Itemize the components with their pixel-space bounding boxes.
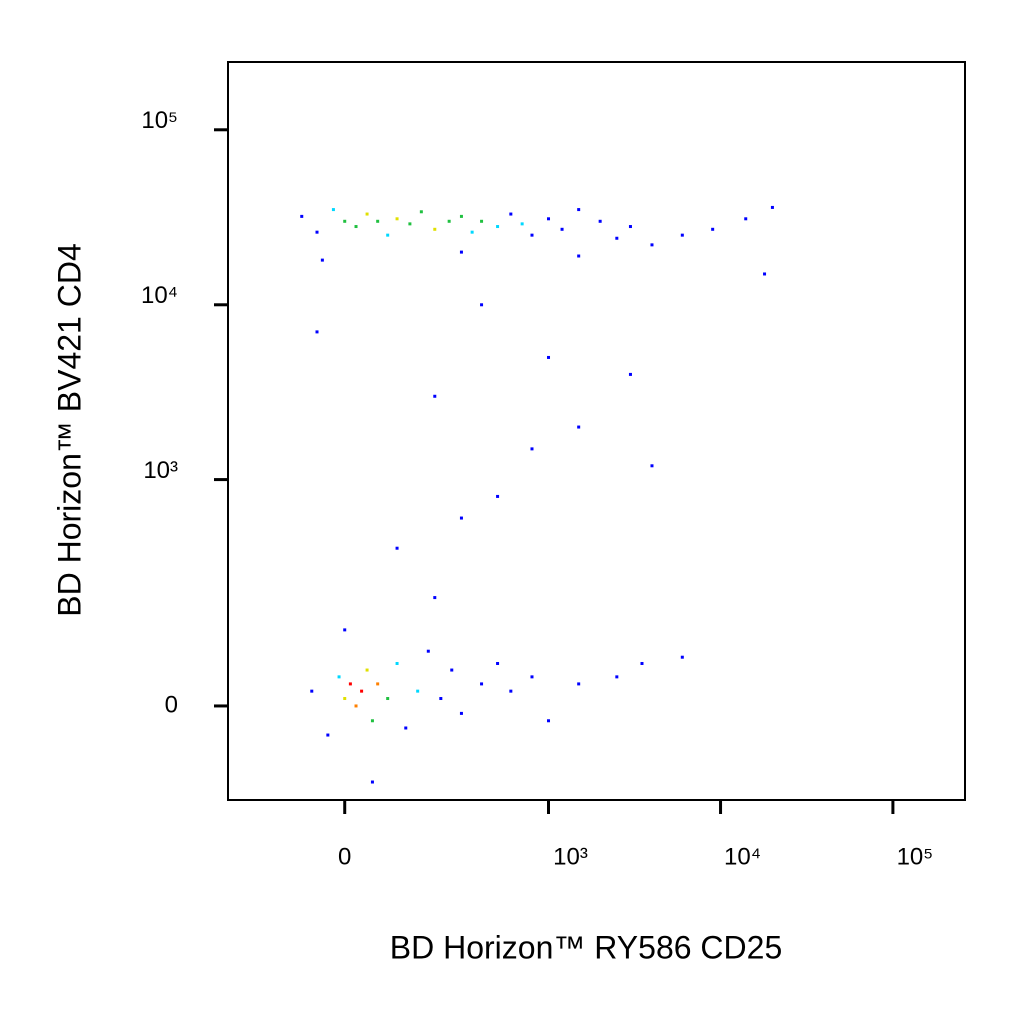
x-tick-label: 10³ (553, 843, 588, 870)
data-point (354, 704, 358, 708)
data-point (447, 219, 451, 223)
x-tick-label: 0 (338, 843, 351, 870)
data-point (577, 208, 581, 212)
data-point (711, 227, 715, 231)
y-tick-label: 10⁵ (141, 107, 178, 134)
data-point (520, 222, 524, 226)
data-point (343, 697, 347, 701)
data-point (459, 711, 463, 715)
data-point (439, 697, 443, 701)
data-point (376, 219, 380, 223)
data-point (763, 272, 767, 276)
data-point (530, 447, 534, 451)
data-point (598, 219, 602, 223)
data-point (640, 661, 644, 665)
data-point (615, 675, 619, 679)
data-point (395, 546, 399, 550)
data-point (770, 205, 774, 209)
x-tick-label: 10⁵ (897, 843, 934, 870)
data-point (408, 222, 412, 226)
data-point (577, 682, 581, 686)
data-point (343, 628, 347, 632)
data-point (370, 780, 374, 784)
data-point (480, 303, 484, 307)
data-point (547, 355, 551, 359)
data-point (459, 516, 463, 520)
data-point (360, 689, 364, 693)
data-point (370, 719, 374, 723)
data-point (650, 464, 654, 468)
data-point (480, 682, 484, 686)
data-point (744, 217, 748, 221)
x-tick-label: 10⁴ (724, 843, 761, 870)
x-axis-label: BD Horizon™ RY586 CD25 (390, 929, 782, 965)
y-tick-label: 0 (165, 691, 178, 718)
data-point (496, 225, 500, 229)
data-point (530, 675, 534, 679)
data-point (547, 217, 551, 221)
data-point (577, 254, 581, 258)
data-point (354, 225, 358, 229)
data-point (331, 208, 335, 212)
data-point (326, 733, 330, 737)
data-point (496, 661, 500, 665)
data-point (320, 258, 324, 262)
data-point (496, 494, 500, 498)
data-point (628, 225, 632, 229)
data-point (470, 230, 474, 234)
data-point (577, 425, 581, 429)
data-point (300, 214, 304, 218)
data-point (386, 697, 390, 701)
data-point (450, 668, 454, 672)
data-point (628, 372, 632, 376)
data-point (348, 682, 352, 686)
data-point (416, 689, 420, 693)
data-point (615, 236, 619, 240)
data-point (480, 219, 484, 223)
plot-frame (227, 61, 966, 801)
data-point (310, 689, 314, 693)
data-point (337, 675, 341, 679)
data-point (343, 219, 347, 223)
data-point (459, 214, 463, 218)
data-point (433, 596, 437, 600)
data-point (376, 682, 380, 686)
data-point (404, 726, 408, 730)
y-tick-label: 10³ (143, 457, 178, 484)
data-point (560, 227, 564, 231)
data-point (680, 655, 684, 659)
data-point (680, 233, 684, 237)
data-point (530, 233, 534, 237)
data-point (395, 217, 399, 221)
data-point (315, 230, 319, 234)
data-point (365, 668, 369, 672)
data-point (315, 330, 319, 334)
data-point (509, 212, 513, 216)
y-axis-label: BD Horizon™ BV421 CD4 (51, 243, 87, 616)
data-point (547, 719, 551, 723)
data-point (395, 661, 399, 665)
data-point (419, 210, 423, 214)
data-point (433, 394, 437, 398)
y-tick-label: 10⁴ (141, 282, 178, 309)
data-point (650, 243, 654, 247)
data-point (509, 689, 513, 693)
data-point (459, 250, 463, 254)
data-point (386, 233, 390, 237)
data-point (433, 227, 437, 231)
data-point (426, 649, 430, 653)
data-point (365, 212, 369, 216)
